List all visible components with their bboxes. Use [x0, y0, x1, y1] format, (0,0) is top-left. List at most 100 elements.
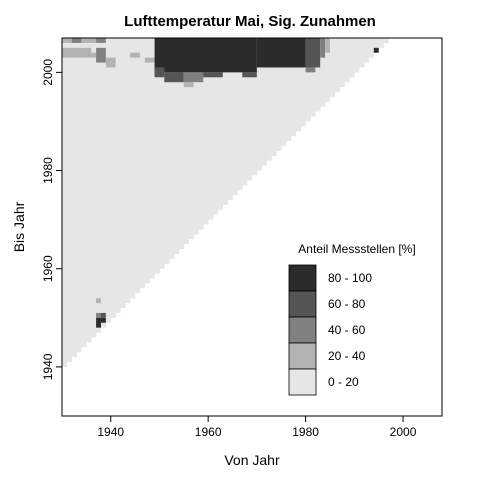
heatmap-cell-background: [305, 38, 311, 122]
heatmap-cell-background: [159, 38, 165, 269]
heatmap-cell-background: [359, 38, 365, 68]
heatmap-cell-background: [315, 38, 321, 112]
y-tick-label: 1980: [41, 157, 55, 184]
heatmap-cell-background: [276, 38, 282, 151]
y-tick-label: 1960: [41, 255, 55, 282]
legend-label: 20 - 40: [328, 349, 366, 363]
heatmap-cell: [305, 67, 316, 73]
chart-title: Lufttemperatur Mai, Sig. Zunahmen: [124, 13, 376, 30]
heatmap-cells: [62, 38, 389, 367]
x-tick-label: 1980: [292, 425, 319, 439]
heatmap-cell: [144, 57, 155, 63]
heatmap-cell-background: [149, 38, 155, 279]
heatmap-cell: [100, 317, 106, 323]
heatmap-cell-background: [203, 38, 209, 225]
heatmap-cell-background: [295, 38, 302, 132]
heatmap-cell-background: [154, 38, 160, 274]
heatmap-cell-background: [125, 38, 131, 304]
heatmap-cell: [96, 298, 101, 304]
heatmap-cell-background: [286, 38, 292, 142]
heatmap-cell-background: [232, 38, 238, 196]
heatmap-cell-background: [290, 38, 297, 137]
heatmap-cell-background: [139, 38, 146, 289]
heatmap-cell-background: [364, 38, 370, 63]
heatmap-cell: [325, 38, 330, 53]
legend-swatch: [288, 368, 317, 396]
heatmap-cell: [96, 312, 101, 318]
heatmap-cell: [96, 47, 106, 63]
legend-label: 0 - 20: [328, 375, 359, 389]
heatmap-cell-background: [144, 38, 150, 284]
heatmap-cell-background: [261, 38, 267, 166]
heatmap-cell-background: [227, 38, 233, 200]
heatmap-cell-background: [169, 38, 175, 259]
heatmap-cell-background: [354, 38, 360, 73]
legend-swatch: [288, 264, 317, 292]
heatmap-cell-background: [373, 38, 379, 53]
heatmap-cell: [81, 38, 97, 43]
heatmap-cell-background: [329, 38, 336, 97]
y-tick-label: 1940: [41, 353, 55, 380]
heatmap-cell: [100, 312, 106, 318]
heatmap-cell-background: [334, 38, 340, 92]
heatmap-cell-background: [105, 38, 112, 323]
heatmap-cell-background: [281, 38, 287, 146]
x-tick-label: 1940: [97, 425, 124, 439]
heatmap-cell-background: [198, 38, 204, 230]
heatmap-cell-background: [120, 38, 126, 308]
legend-swatch: [288, 290, 317, 318]
heatmap-cell: [96, 38, 106, 43]
heatmap-cell-background: [213, 38, 219, 215]
heatmap-cell-background: [183, 38, 189, 245]
heatmap-cell: [242, 72, 257, 78]
heatmap-cell: [183, 72, 204, 83]
heatmap-cell-background: [86, 38, 92, 343]
heatmap-cell-background: [188, 38, 194, 240]
heatmap-cell: [373, 47, 379, 53]
heatmap-cell-background: [266, 38, 272, 161]
heatmap-cell: [130, 52, 140, 58]
heatmap-cell-background: [71, 38, 77, 358]
heatmap-cell-background: [300, 38, 306, 127]
heatmap-cell: [71, 38, 82, 43]
heatmap-cell-background: [66, 38, 73, 362]
heatmap-cell-background: [91, 38, 97, 338]
heatmap-cell-background: [344, 38, 350, 83]
heatmap-cell-background: [247, 38, 253, 181]
heatmap-cell-background: [135, 38, 141, 294]
heatmap-cell-background: [252, 38, 258, 176]
heatmap-cell: [62, 47, 92, 58]
heatmap-cell: [105, 57, 116, 68]
plot-frame: [61, 37, 443, 417]
heatmap-cell-background: [62, 38, 68, 367]
y-tick-label: 2000: [41, 59, 55, 86]
heatmap-cell-background: [76, 38, 82, 353]
heatmap-cell: [154, 38, 257, 73]
legend-swatch: [288, 342, 317, 370]
heatmap-cell-background: [368, 38, 375, 58]
heatmap-cell: [256, 38, 306, 68]
heatmap-cell-background: [256, 38, 263, 171]
heatmap-cell-background: [81, 38, 87, 348]
heatmap-cell: [96, 317, 101, 328]
heatmap-cell-background: [178, 38, 185, 250]
heatmap-cell: [154, 67, 165, 78]
heatmap-cell: [305, 38, 321, 68]
heatmap-cell-background: [130, 38, 136, 299]
heatmap-cell-background: [115, 38, 121, 313]
heatmap-cell-background: [271, 38, 277, 156]
heatmap-cell-background: [339, 38, 345, 88]
heatmap-cell-background: [174, 38, 180, 254]
legend-label: 40 - 60: [328, 323, 366, 337]
heatmap-cell: [164, 72, 184, 83]
x-axis-title: Von Jahr: [224, 452, 280, 468]
heatmap-cell-background: [208, 38, 214, 220]
y-axis: 1940 1960 1980 2000: [41, 59, 62, 380]
legend-label: 80 - 100: [328, 271, 372, 285]
heatmap-cell: [203, 72, 223, 78]
heatmap-cell-background: [96, 38, 102, 333]
heatmap-cell-background: [237, 38, 243, 191]
heatmap-cell-background: [110, 38, 116, 318]
legend-title: Anteil Messstellen [%]: [298, 242, 415, 256]
